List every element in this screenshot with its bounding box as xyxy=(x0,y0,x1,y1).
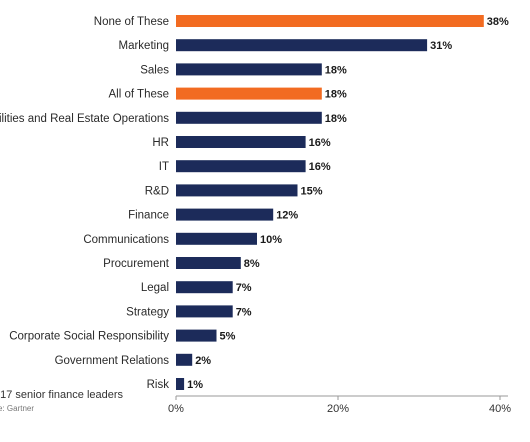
value-label-4: 18% xyxy=(325,113,347,125)
bar-8 xyxy=(176,208,274,221)
value-label-3: 18% xyxy=(325,89,347,101)
x-tick-label-1: 20% xyxy=(327,403,349,415)
value-label-15: 1% xyxy=(187,379,203,391)
bar-4 xyxy=(176,111,322,124)
bar-9 xyxy=(176,232,257,245)
value-label-8: 12% xyxy=(276,210,298,222)
value-label-12: 7% xyxy=(236,306,252,318)
bar-6 xyxy=(176,160,306,173)
value-label-10: 8% xyxy=(244,258,260,270)
category-label-3: All of These xyxy=(108,89,169,101)
bar-11 xyxy=(176,281,233,294)
bar-0 xyxy=(176,15,484,27)
bar-10 xyxy=(176,257,241,269)
category-label-6: IT xyxy=(159,161,169,173)
source-footnote: ce: Gartner xyxy=(0,404,35,413)
value-label-5: 16% xyxy=(309,137,331,149)
category-label-8: Finance xyxy=(128,210,169,222)
sample-footnote: 817 senior finance leaders xyxy=(0,389,124,401)
value-labels-group: 38% 31% 18% 18% 18% 16% 16% 15% 12% 10%8% 7% 7% 5% 2%… xyxy=(187,16,509,391)
category-label-5: HR xyxy=(152,137,169,149)
category-label-11: Legal xyxy=(141,282,169,294)
category-label-0: None of These xyxy=(94,16,169,28)
value-label-1: 31% xyxy=(430,40,452,52)
category-labels-group: None of These Marketing Sales All of These i… xyxy=(0,16,170,391)
bar-14 xyxy=(176,353,193,366)
bar-13 xyxy=(176,329,217,342)
bar-5 xyxy=(176,136,306,148)
category-label-7: R&D xyxy=(145,185,169,197)
x-tick-label-2: 40% xyxy=(489,403,511,415)
bar-7 xyxy=(176,184,298,197)
value-label-7: 15% xyxy=(301,185,323,197)
category-label-15: Risk xyxy=(147,379,170,391)
category-label-4: ilities and Real Estate Operations xyxy=(0,113,169,125)
category-label-13: Corporate Social Responsibility xyxy=(9,331,169,343)
value-label-6: 16% xyxy=(309,161,331,173)
value-label-0: 38% xyxy=(487,16,509,28)
bar-12 xyxy=(176,305,233,318)
bar-3 xyxy=(176,87,322,100)
category-label-14: Government Relations xyxy=(55,355,170,367)
value-label-11: 7% xyxy=(236,282,252,294)
category-label-1: Marketing xyxy=(119,40,170,52)
bars-group xyxy=(176,15,484,390)
value-label-9: 10% xyxy=(260,234,282,246)
category-label-12: Strategy xyxy=(126,306,169,318)
category-label-10: Procurement xyxy=(103,258,170,270)
bar-15 xyxy=(176,378,185,390)
category-label-9: Communications xyxy=(83,234,169,246)
x-ticks-group: 0% 20% 40% xyxy=(168,396,511,415)
bar-2 xyxy=(176,63,322,76)
category-label-2: Sales xyxy=(140,64,169,76)
value-label-14: 2% xyxy=(195,355,211,367)
value-label-2: 18% xyxy=(325,64,347,76)
bar-1 xyxy=(176,39,428,52)
x-tick-label-0: 0% xyxy=(168,403,184,415)
value-label-13: 5% xyxy=(220,331,236,343)
